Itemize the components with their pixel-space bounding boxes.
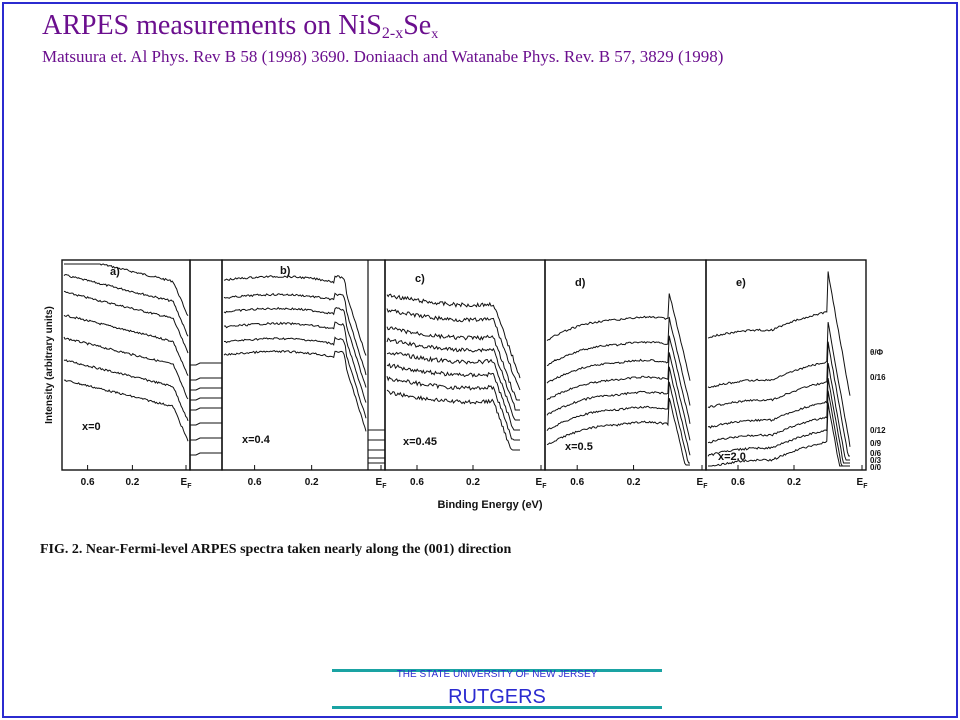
edge-step [190, 387, 222, 391]
panel-composition: x=0.4 [242, 434, 271, 446]
tick-label: EF [181, 477, 193, 490]
panel-tag: d) [575, 277, 586, 289]
tick-label: EF [536, 477, 548, 490]
edge-step [190, 362, 222, 366]
spectrum-curve [386, 351, 520, 421]
title-subscript: 2-x [381, 25, 404, 42]
footer-rule-bottom [332, 706, 662, 709]
spectrum-curve [386, 362, 520, 431]
edge-step [190, 437, 222, 441]
tick-label: 0.2 [125, 477, 139, 488]
slide-title: ARPES measurements on NiS2-xSex [42, 10, 439, 42]
spectrum-curve [223, 274, 367, 356]
y-axis-label: Intensity (arbitrary units) [44, 306, 55, 424]
spectrum-curve [386, 308, 521, 391]
spectrum-curve [546, 381, 690, 464]
panel-frame [705, 259, 867, 471]
panel-composition: x=2.0 [718, 451, 746, 463]
spectrum-curve [63, 359, 189, 422]
panel-tag: c) [415, 273, 425, 285]
angle-label: 0/0 [870, 463, 882, 472]
angle-label: 0/3 [870, 456, 882, 465]
spectrum-curve [64, 263, 189, 317]
footer-rule-top [332, 669, 662, 672]
tick-label: 0.2 [466, 477, 480, 488]
x-axis-label: Binding Energy (eV) [437, 499, 542, 511]
spectrum-curve [63, 274, 189, 337]
citation: Matsuura et. Al Phys. Rev B 58 (1998) 36… [42, 47, 724, 66]
figure-caption: FIG. 2. Near-Fermi-level ARPES spectra t… [40, 542, 511, 557]
spectrum-curve [546, 398, 690, 466]
tick-label: EF [376, 477, 388, 490]
angle-label: 0/16 [870, 373, 886, 382]
spectrum-curve [386, 389, 520, 451]
angle-label: θ/Φ [870, 348, 884, 357]
spectrum-curve [386, 376, 520, 441]
university-label: THE STATE UNIVERSITY OF NEW JERSEY [396, 669, 598, 680]
title-subscript-x: x [431, 27, 439, 42]
tick-label: EF [697, 477, 709, 490]
spectrum-curve [223, 336, 367, 419]
angle-label: 0/6 [870, 449, 882, 458]
tick-label: 0.6 [570, 477, 584, 488]
panel-composition: x=0.5 [565, 441, 593, 453]
tick-label: EF [857, 477, 869, 490]
spectrum-curve [63, 379, 189, 442]
spectrum-curve [707, 322, 851, 447]
spectrum-curve [707, 390, 850, 467]
angle-label: 0/9 [870, 439, 882, 448]
spectrum-curve [386, 337, 520, 411]
spectrum-curve [63, 314, 189, 376]
edge-step [190, 377, 222, 381]
edge-step [190, 407, 222, 411]
spectrum-curve [386, 326, 520, 401]
panel-tag: b) [280, 265, 291, 277]
spectrum-curve [707, 363, 850, 461]
tick-label: 0.2 [787, 477, 801, 488]
spectrum-curve [707, 378, 850, 464]
panel-frame [61, 259, 191, 471]
spectrum-curve [63, 336, 189, 400]
tick-label: 0.6 [81, 477, 95, 488]
edge-step [190, 452, 222, 456]
spectrum-curve [708, 402, 850, 467]
spectrum-curve [63, 290, 189, 354]
tick-label: 0.2 [627, 477, 641, 488]
spectrum-curve [546, 352, 691, 441]
tick-label: 0.2 [305, 477, 319, 488]
edge-step [190, 422, 222, 426]
panel-composition: x=0 [82, 421, 101, 433]
spectrum-curve [546, 293, 691, 381]
spectrum-curve [546, 335, 691, 424]
spectrum-curve [386, 293, 521, 379]
panel-tag: a) [110, 266, 120, 278]
spectrum-curve [546, 366, 691, 456]
spectrum-curve [223, 321, 367, 403]
panel-tag: e) [736, 277, 746, 289]
spectrum-curve [223, 350, 367, 432]
spectrum-curve [707, 271, 851, 396]
edge-step [190, 397, 222, 401]
spectrum-curve [546, 316, 691, 406]
tick-label: 0.6 [410, 477, 424, 488]
tick-label: 0.6 [731, 477, 745, 488]
spectrum-curve [707, 341, 850, 457]
rutgers-wordmark: RUTGERS [448, 686, 546, 708]
panel-composition: x=0.45 [403, 436, 437, 448]
tick-label: 0.6 [248, 477, 262, 488]
angle-label: 0/12 [870, 426, 886, 435]
spectrum-curve [223, 292, 367, 376]
spectrum-curve [223, 306, 367, 388]
